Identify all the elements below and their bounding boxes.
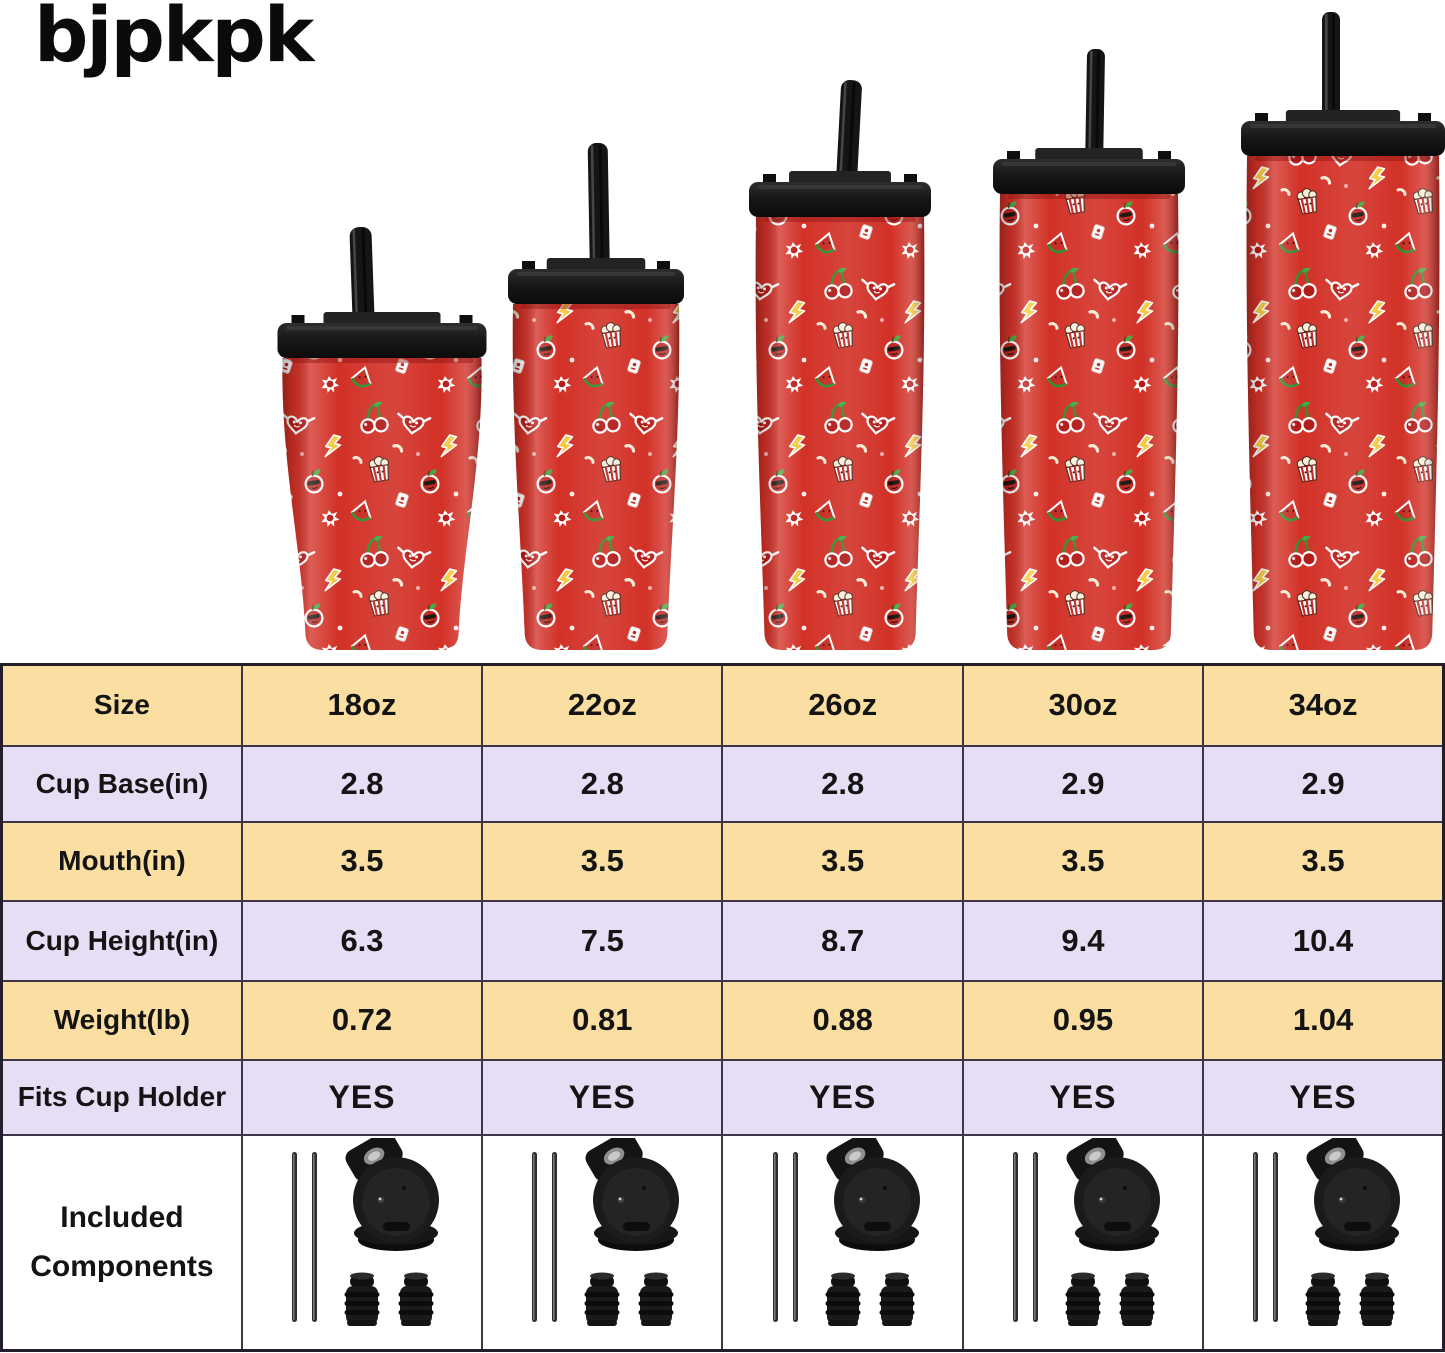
flip-lid-icon <box>1241 110 1445 156</box>
row-label: Cup Base(in) <box>0 744 243 823</box>
spec-cell-cup-base-in-26oz: 2.8 <box>721 744 964 823</box>
spec-row-cup-base-in: Cup Base(in) 2.8 2.8 2.8 2.9 2.9 <box>0 744 1445 823</box>
column-header-26oz: 26oz <box>721 663 964 747</box>
row-label: Weight(lb) <box>0 979 243 1061</box>
two-stoppers-icon <box>825 1272 915 1327</box>
included-label-line1: Included <box>60 1200 184 1234</box>
spec-cell-cup-height-in-22oz: 7.5 <box>481 899 724 982</box>
spec-cell-fits-cup-holder-26oz: YES <box>721 1058 964 1136</box>
cup-body <box>755 217 925 650</box>
components-cell-22oz <box>481 1133 724 1352</box>
cup-body <box>512 304 680 650</box>
components-cell-34oz <box>1202 1133 1445 1352</box>
included-components-graphic <box>772 1138 920 1327</box>
row-label: Mouth(in) <box>0 820 243 902</box>
spec-cell-cup-base-in-30oz: 2.9 <box>961 744 1205 823</box>
spec-cell-mouth-in-30oz: 3.5 <box>961 820 1205 902</box>
two-straws-icon <box>772 1152 798 1323</box>
straw-icon <box>349 226 375 339</box>
flip-lid-icon <box>345 1138 439 1252</box>
spec-cell-fits-cup-holder-22oz: YES <box>481 1058 724 1136</box>
cup-body <box>999 194 1179 650</box>
spec-cell-weight-lb-22oz: 0.81 <box>481 979 724 1061</box>
spec-table: Size 18oz 22oz 26oz 30oz 34oz Cup Base(in) 2.8… <box>0 663 1445 1352</box>
column-header-22oz: 22oz <box>481 663 724 747</box>
spec-cell-mouth-in-34oz: 3.5 <box>1202 820 1445 902</box>
row-label: Included Components <box>0 1133 243 1352</box>
tumbler-30oz <box>993 48 1185 650</box>
column-header-size: Size <box>0 663 243 747</box>
two-straws-icon <box>291 1152 317 1323</box>
tumbler-18oz <box>277 226 487 650</box>
column-header-30oz: 30oz <box>961 663 1205 747</box>
included-components-graphic <box>1253 1138 1401 1327</box>
spec-row-fits-cup-holder: Fits Cup Holder YES YES YES YES YES <box>0 1058 1445 1136</box>
spec-cell-mouth-in-18oz: 3.5 <box>240 820 484 902</box>
components-cell-26oz <box>721 1133 964 1352</box>
spec-cell-fits-cup-holder-18oz: YES <box>240 1058 484 1136</box>
tumbler-26oz <box>749 80 931 650</box>
spec-cell-mouth-in-26oz: 3.5 <box>721 820 964 902</box>
spec-cell-weight-lb-34oz: 1.04 <box>1202 979 1445 1061</box>
brand-logo: bjpkpk <box>34 0 314 79</box>
tumbler-lineup-graphic <box>277 12 1445 650</box>
spec-cell-fits-cup-holder-34oz: YES <box>1202 1058 1445 1136</box>
included-label-line2: Components <box>30 1250 214 1284</box>
two-straws-icon <box>532 1152 558 1323</box>
included-components-graphic <box>291 1138 439 1327</box>
spec-cell-weight-lb-18oz: 0.72 <box>240 979 484 1061</box>
flip-lid-icon <box>749 171 931 217</box>
included-components-graphic <box>1012 1138 1160 1327</box>
straw-icon <box>835 80 862 198</box>
straw-icon <box>587 142 610 285</box>
spec-cell-cup-height-in-34oz: 10.4 <box>1202 899 1445 982</box>
spec-cell-cup-base-in-18oz: 2.8 <box>240 744 484 823</box>
spec-cell-cup-height-in-30oz: 9.4 <box>961 899 1205 982</box>
row-label: Cup Height(in) <box>0 899 243 982</box>
two-stoppers-icon <box>1305 1272 1395 1327</box>
spec-cell-weight-lb-30oz: 0.95 <box>961 979 1205 1061</box>
column-header-18oz: 18oz <box>240 663 484 747</box>
straw-icon <box>1322 12 1340 136</box>
two-stoppers-icon <box>1065 1272 1155 1327</box>
included-components-graphic <box>532 1138 680 1327</box>
components-cell-18oz <box>240 1133 484 1352</box>
two-stoppers-icon <box>584 1272 674 1327</box>
spec-row-size: Size 18oz 22oz 26oz 30oz 34oz <box>0 663 1445 747</box>
spec-row-included-components: Included Components <box>0 1133 1445 1352</box>
spec-cell-cup-height-in-18oz: 6.3 <box>240 899 484 982</box>
spec-cell-cup-base-in-22oz: 2.8 <box>481 744 724 823</box>
spec-row-cup-height-in: Cup Height(in) 6.3 7.5 8.7 9.4 10.4 <box>0 899 1445 982</box>
two-stoppers-icon <box>344 1272 434 1327</box>
spec-cell-cup-height-in-26oz: 8.7 <box>721 899 964 982</box>
tumbler-34oz <box>1241 12 1445 650</box>
two-straws-icon <box>1012 1152 1038 1323</box>
flip-lid-icon <box>1066 1138 1160 1252</box>
spec-row-mouth-in: Mouth(in) 3.5 3.5 3.5 3.5 3.5 <box>0 820 1445 902</box>
column-header-34oz: 34oz <box>1202 663 1445 747</box>
flip-lid-icon <box>585 1138 680 1252</box>
spec-row-weight-lb: Weight(lb) 0.72 0.81 0.88 0.95 1.04 <box>0 979 1445 1061</box>
row-label: Fits Cup Holder <box>0 1058 243 1136</box>
cup-body <box>282 358 482 650</box>
spec-cell-cup-base-in-34oz: 2.9 <box>1202 744 1445 823</box>
straw-icon <box>1085 48 1105 175</box>
tumbler-22oz <box>508 142 684 650</box>
flip-lid-icon <box>826 1138 920 1252</box>
spec-cell-weight-lb-26oz: 0.88 <box>721 979 964 1061</box>
flip-lid-icon <box>993 148 1185 194</box>
flip-lid-icon <box>277 312 487 358</box>
spec-cell-mouth-in-22oz: 3.5 <box>481 820 724 902</box>
cup-body <box>1246 156 1440 650</box>
flip-lid-icon <box>1306 1138 1401 1252</box>
components-cell-30oz <box>961 1133 1205 1352</box>
flip-lid-icon <box>508 258 684 304</box>
two-straws-icon <box>1253 1152 1279 1323</box>
spec-cell-fits-cup-holder-30oz: YES <box>961 1058 1205 1136</box>
